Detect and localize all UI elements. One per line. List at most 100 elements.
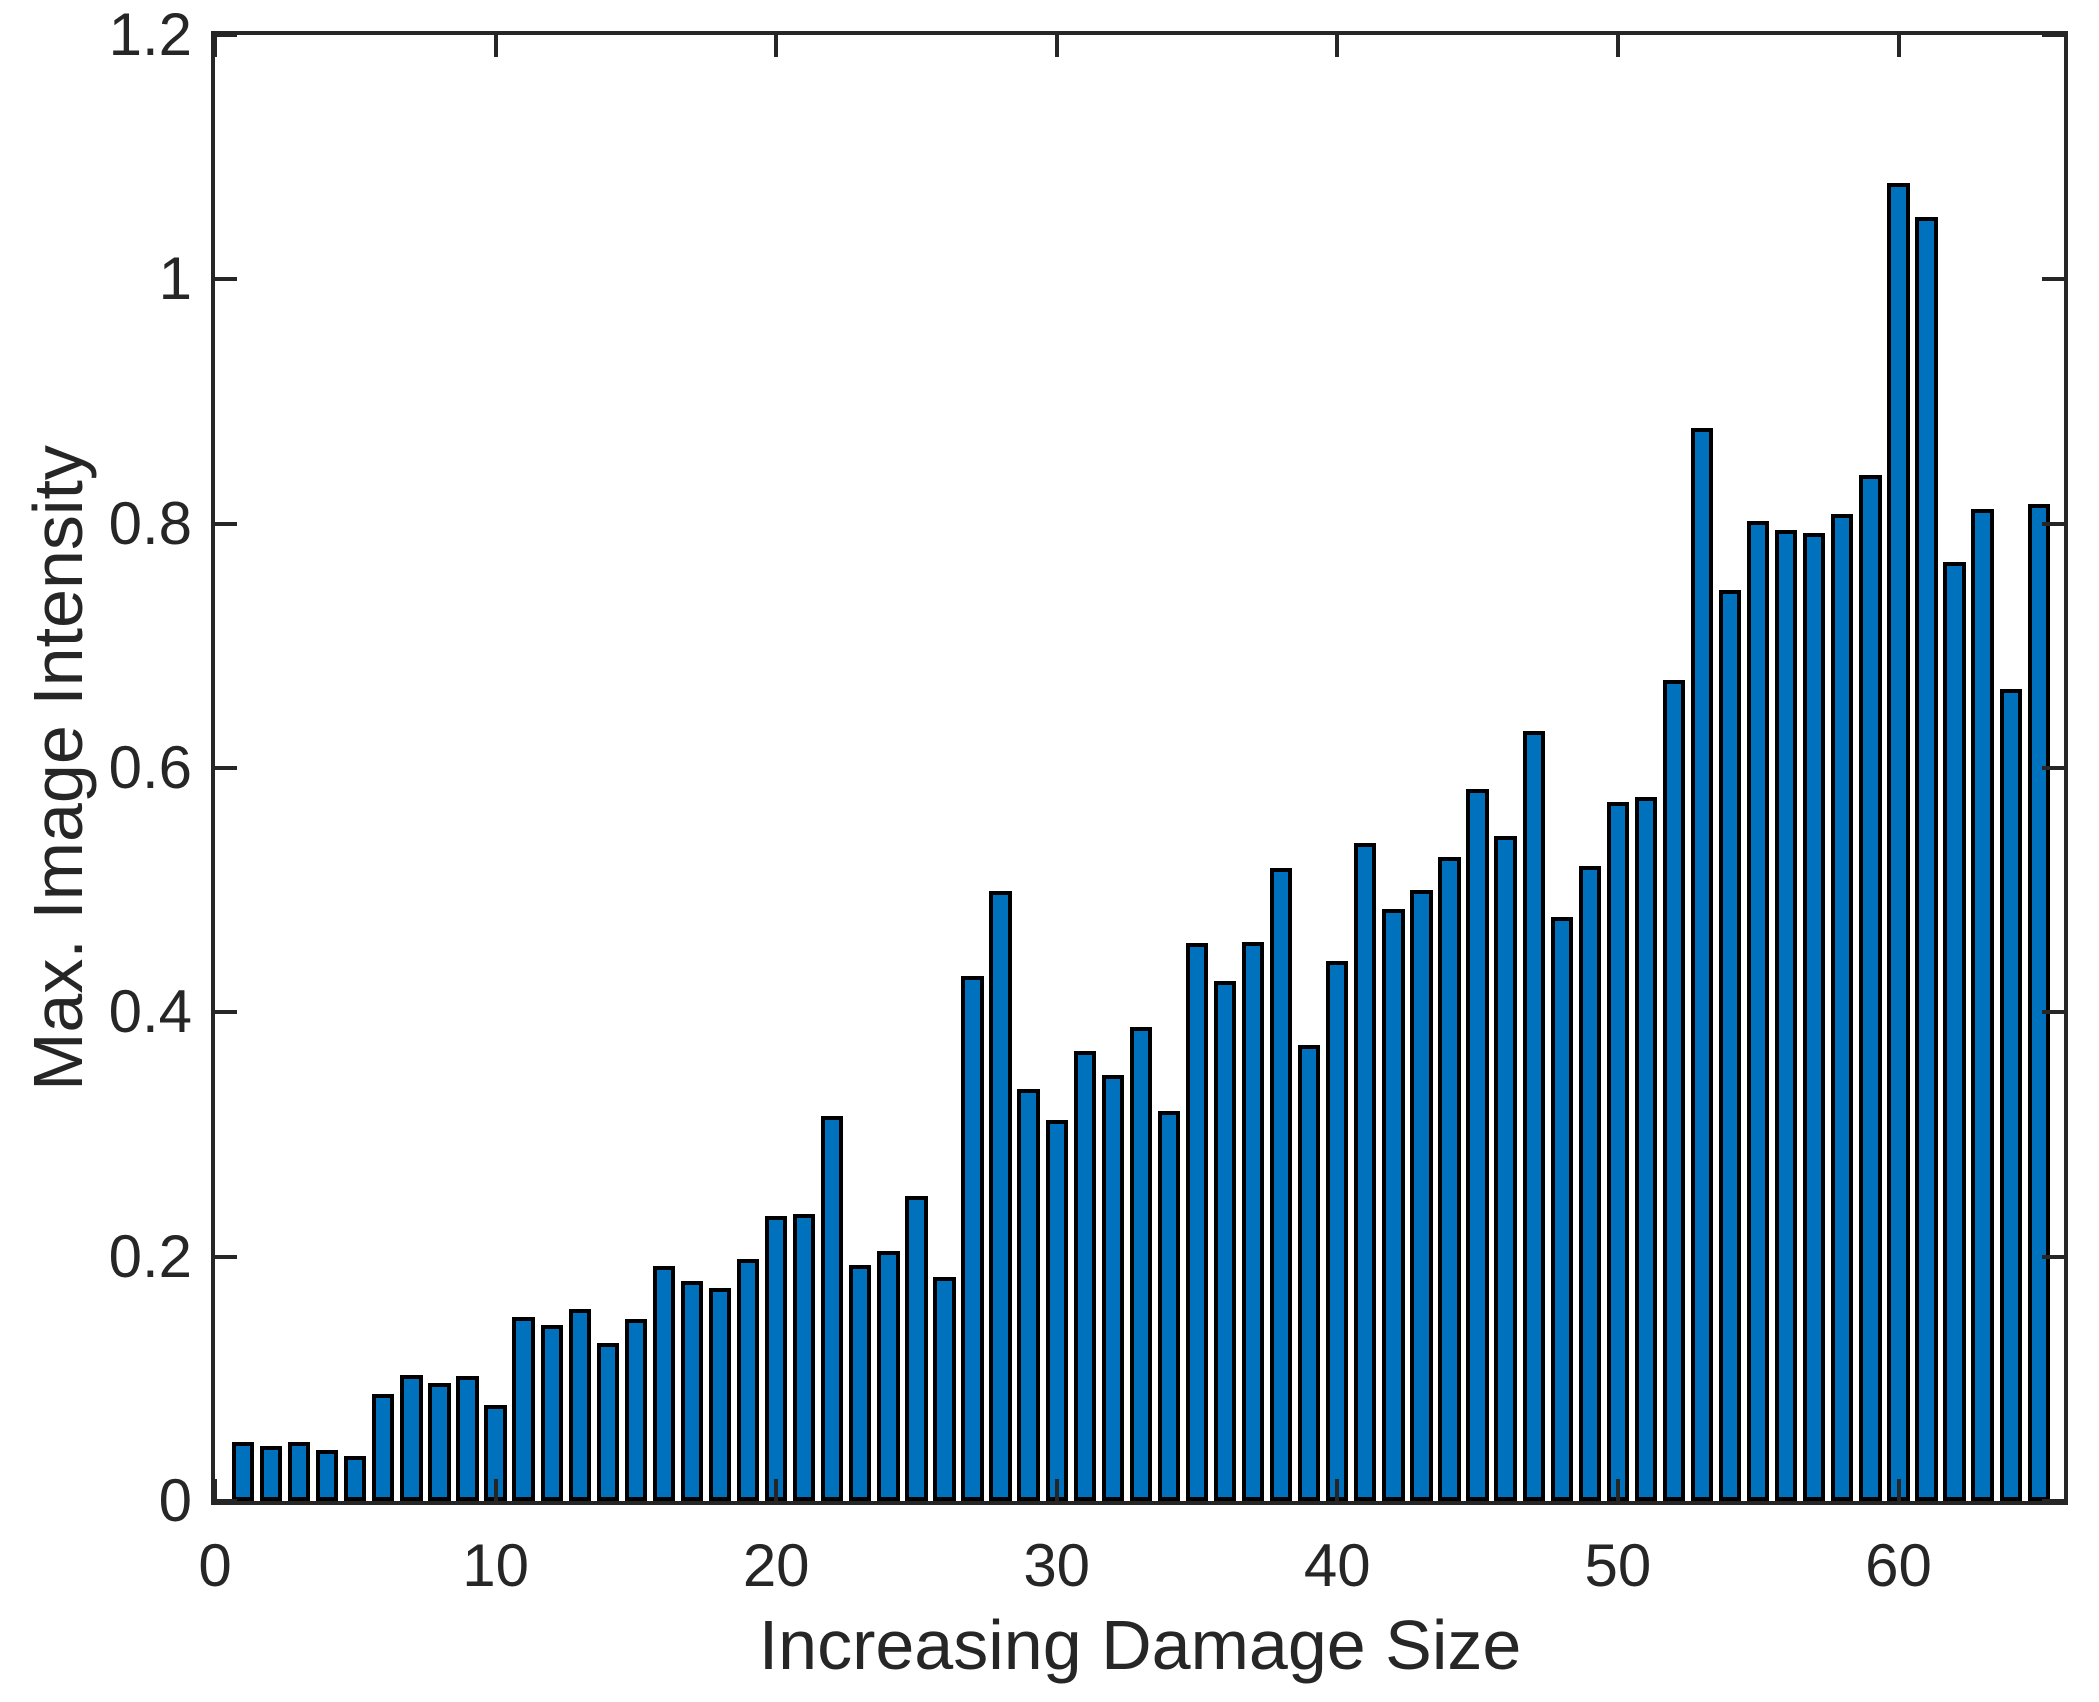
bar [1045,1119,1068,1501]
bar [1326,961,1349,1501]
y-tick-label: 0 [158,1467,192,1534]
bar [287,1442,311,1501]
x-tick-label: 60 [1865,1532,1932,1599]
bar [1241,941,1265,1501]
bar [1466,788,1489,1501]
bar [1129,1027,1153,1501]
left-y-tick [215,1010,237,1015]
bar [1578,865,1601,1501]
bar [1382,908,1405,1501]
bar [1354,842,1377,1501]
bar [456,1376,479,1501]
bar [1298,1045,1321,1501]
top-x-tick [774,35,779,57]
left-y-tick [215,1254,237,1259]
right-y-tick [2042,766,2064,770]
bar [2027,504,2050,1501]
bar [596,1343,619,1501]
bar [1999,688,2022,1501]
bar [259,1446,283,1501]
bar [849,1265,872,1501]
bar [512,1316,535,1501]
bar [905,1195,928,1501]
bottom-x-tick [1054,1479,1059,1501]
y-tick-label: 1.2 [108,1,192,68]
bar [1971,509,1994,1501]
top-x-tick [1335,35,1340,57]
right-y-tick [2042,1499,2064,1503]
x-axis-label: Increasing Damage Size [758,1606,1522,1684]
bar [1017,1089,1040,1501]
left-y-tick [215,766,237,770]
bar [316,1449,339,1501]
bar [793,1213,816,1501]
bar [1606,802,1630,1501]
top-x-tick [213,35,217,57]
bar [1746,521,1770,1501]
y-tick-label: 0.6 [108,734,192,801]
y-tick-label: 0.4 [108,978,192,1046]
bar [1943,561,1966,1501]
top-x-tick [1615,35,1620,57]
bar [708,1288,732,1501]
bar [961,975,984,1501]
bar [1270,868,1293,1501]
bottom-x-tick [774,1479,779,1501]
x-tick-label: 0 [198,1532,232,1599]
bar [1634,797,1658,1501]
bar [540,1325,563,1501]
left-y-tick [215,521,237,526]
bar [933,1277,956,1501]
top-x-tick [1054,35,1059,57]
right-y-tick [2042,277,2064,282]
y-tick-label: 0.8 [108,489,192,557]
bar [1887,182,1910,1501]
bar [400,1375,423,1501]
bar [736,1259,760,1501]
x-tick-label: 10 [462,1532,529,1599]
x-tick-label: 50 [1584,1532,1652,1599]
bottom-x-tick [1335,1479,1340,1501]
bottom-x-tick [213,1479,217,1501]
bar [1522,731,1545,1501]
bar [1662,680,1686,1501]
top-x-tick [493,35,498,57]
bar [568,1309,591,1501]
bar [1185,942,1209,1501]
bottom-x-tick [1615,1479,1620,1501]
bar [1775,529,1798,1501]
bar [1438,857,1461,1501]
x-tick-label: 40 [1303,1532,1371,1599]
bar [989,891,1012,1501]
bar [1803,533,1826,1501]
bar [1213,980,1237,1501]
bar [344,1455,367,1501]
right-y-tick [2042,33,2064,37]
bar [231,1442,255,1501]
plot-area [211,31,2068,1505]
top-x-tick [1896,35,1901,57]
right-y-tick [2042,521,2064,526]
bar [1915,217,1938,1501]
bar [1718,589,1742,1501]
bar [1494,836,1517,1501]
y-tick-label: 0.2 [108,1222,192,1290]
y-tick-label: 1 [158,245,192,313]
bar [680,1281,704,1501]
bar [1157,1111,1181,1501]
bar [764,1216,788,1501]
left-y-tick [215,1499,237,1503]
left-y-tick [215,277,237,282]
bar [1550,917,1573,1501]
bar [821,1116,844,1501]
y-axis-label: Max. Image Intensity [19,445,97,1091]
bar [624,1319,647,1501]
left-y-tick [215,33,237,37]
x-tick-label: 20 [742,1532,810,1599]
bottom-x-tick [1896,1479,1901,1501]
bar [1101,1074,1124,1501]
bar [1859,474,1882,1501]
bottom-x-tick [493,1479,498,1501]
right-y-tick [2042,1010,2064,1015]
